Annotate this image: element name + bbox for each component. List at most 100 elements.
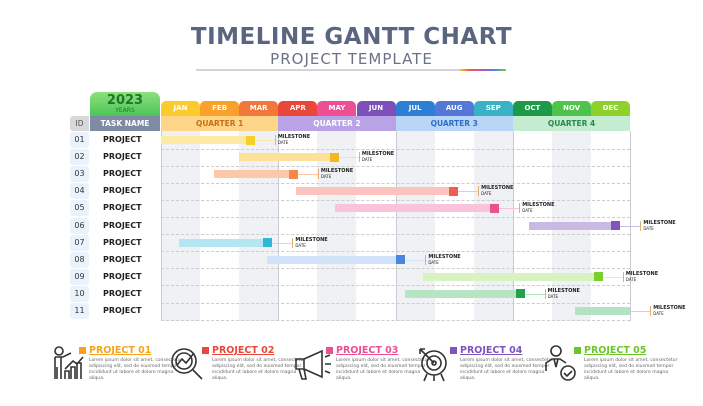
page-title: TIMELINE GANTT CHART (190, 24, 513, 50)
task-id: 04 (70, 183, 89, 200)
row-divider (161, 251, 630, 253)
milestone-connector (524, 293, 545, 295)
milestone-date: DATE (547, 293, 559, 299)
milestone-text: MILESTONE (428, 253, 461, 260)
legend-color-swatch (574, 347, 581, 354)
row-divider (161, 165, 630, 167)
legend-title-text: PROJECT 02 (212, 345, 275, 356)
milestone-date: DATE (625, 276, 637, 282)
row-divider (161, 182, 630, 184)
task-name: PROJECT (103, 169, 142, 179)
id-header: ID (70, 116, 89, 131)
legend-description: Lorem ipsum dolor sit amet, consectetur … (584, 358, 678, 381)
milestone-label: MILESTONE DATE (519, 202, 555, 214)
milestone-label: MILESTONE DATE (650, 305, 686, 316)
legend-description: Lorem ipsum dolor sit amet, consectetur … (212, 358, 306, 381)
milestone-date: DATE (522, 208, 533, 214)
page-subtitle: PROJECT TEMPLATE (270, 50, 433, 68)
task-name: PROJECT (103, 220, 142, 230)
quarter-header: QUARTER 4 (512, 116, 631, 131)
legend-color-swatch (202, 347, 209, 354)
legend-title: PROJECT 01 (79, 345, 185, 356)
month-column (161, 131, 200, 321)
task-bar (575, 307, 631, 315)
legend-title: PROJECT 03 (326, 345, 432, 356)
task-bar (528, 221, 621, 230)
milestone-label: MILESTONE DATE (317, 168, 354, 180)
milestone-connector (297, 174, 318, 176)
milestone-date: DATE (653, 311, 664, 316)
legend-title-text: PROJECT 04 (460, 345, 523, 356)
milestone-connector (272, 242, 293, 244)
month-header: NOV (552, 101, 591, 116)
legend-color-swatch (450, 347, 457, 354)
month-column (317, 131, 357, 321)
milestone-date: DATE (277, 140, 289, 145)
legend-title-text: PROJECT 05 (584, 345, 647, 356)
legend-description: Lorem ipsum dolor sit amet, consectetur … (460, 358, 554, 381)
milestone-label: MILESTONE DATE (358, 151, 395, 163)
legend-item: PROJECT 05 Lorem ipsum dolor sit amet, co… (540, 345, 680, 382)
task-id: 06 (70, 217, 89, 234)
milestone-text: MILESTONE (653, 305, 686, 311)
task-name: PROJECT (103, 254, 142, 264)
quarter-header: QUARTER 1 (161, 116, 279, 131)
row-divider (161, 199, 630, 201)
quarter-header: QUARTER 2 (278, 116, 396, 131)
milestone-text: MILESTONE (361, 151, 395, 158)
milestone-date: DATE (481, 191, 492, 197)
task-bar (161, 136, 255, 144)
milestone-connector (499, 208, 520, 210)
year-value: 2023 (106, 93, 144, 108)
milestone-marker (329, 152, 339, 162)
legend-color-swatch (79, 347, 86, 354)
milestone-label: MILESTONE DATE (640, 220, 676, 231)
row-divider (161, 217, 630, 218)
milestone-marker (263, 238, 273, 248)
milestone-marker (396, 255, 406, 265)
milestone-connector (602, 276, 623, 278)
task-id: 03 (70, 166, 89, 183)
milestone-text: MILESTONE (277, 134, 311, 140)
month-header: AUG (434, 101, 474, 116)
month-header: FEB (200, 101, 240, 116)
month-column (278, 131, 318, 321)
row-divider (161, 285, 630, 287)
milestone-label: MILESTONE DATE (622, 271, 658, 282)
month-header: MAR (239, 101, 279, 116)
row-divider (161, 268, 630, 270)
task-name: PROJECT (103, 186, 142, 196)
milestone-text: MILESTONE (547, 287, 580, 294)
year-badge: 2023 YEARS (90, 92, 160, 116)
person-check-icon (545, 345, 576, 381)
month-column (395, 131, 435, 321)
milestone-date: DATE (295, 242, 306, 248)
magnifier-chart-icon (171, 348, 203, 380)
milestone-label: MILESTONE DATE (292, 237, 328, 248)
task-id: 11 (70, 303, 89, 319)
milestone-marker (515, 289, 525, 299)
milestone-text: MILESTONE (320, 168, 354, 175)
task-bar (239, 153, 339, 162)
legend-description: Lorem ipsum dolor sit amet, consectetur … (336, 358, 430, 381)
month-header: OCT (512, 101, 552, 116)
milestone-text: MILESTONE (522, 202, 555, 209)
row-divider (161, 302, 630, 304)
milestone-label: MILESTONE DATE (274, 134, 311, 145)
task-bar (213, 170, 298, 179)
milestone-marker (490, 203, 500, 213)
milestone-label: MILESTONE DATE (544, 287, 580, 299)
month-column (434, 131, 474, 321)
task-bar (178, 238, 273, 247)
month-column (239, 131, 279, 321)
month-header: MAY (317, 101, 357, 116)
milestone-marker (245, 135, 255, 145)
milestone-connector (254, 140, 275, 141)
milestone-connector (630, 311, 651, 312)
legend-item: PROJECT 01 Lorem ipsum dolor sit amet, co… (45, 345, 185, 382)
milestone-marker (449, 186, 459, 196)
megaphone-icon (295, 349, 331, 380)
row-divider (161, 319, 630, 321)
milestone-date: DATE (643, 225, 654, 231)
legend-color-swatch (326, 347, 333, 354)
